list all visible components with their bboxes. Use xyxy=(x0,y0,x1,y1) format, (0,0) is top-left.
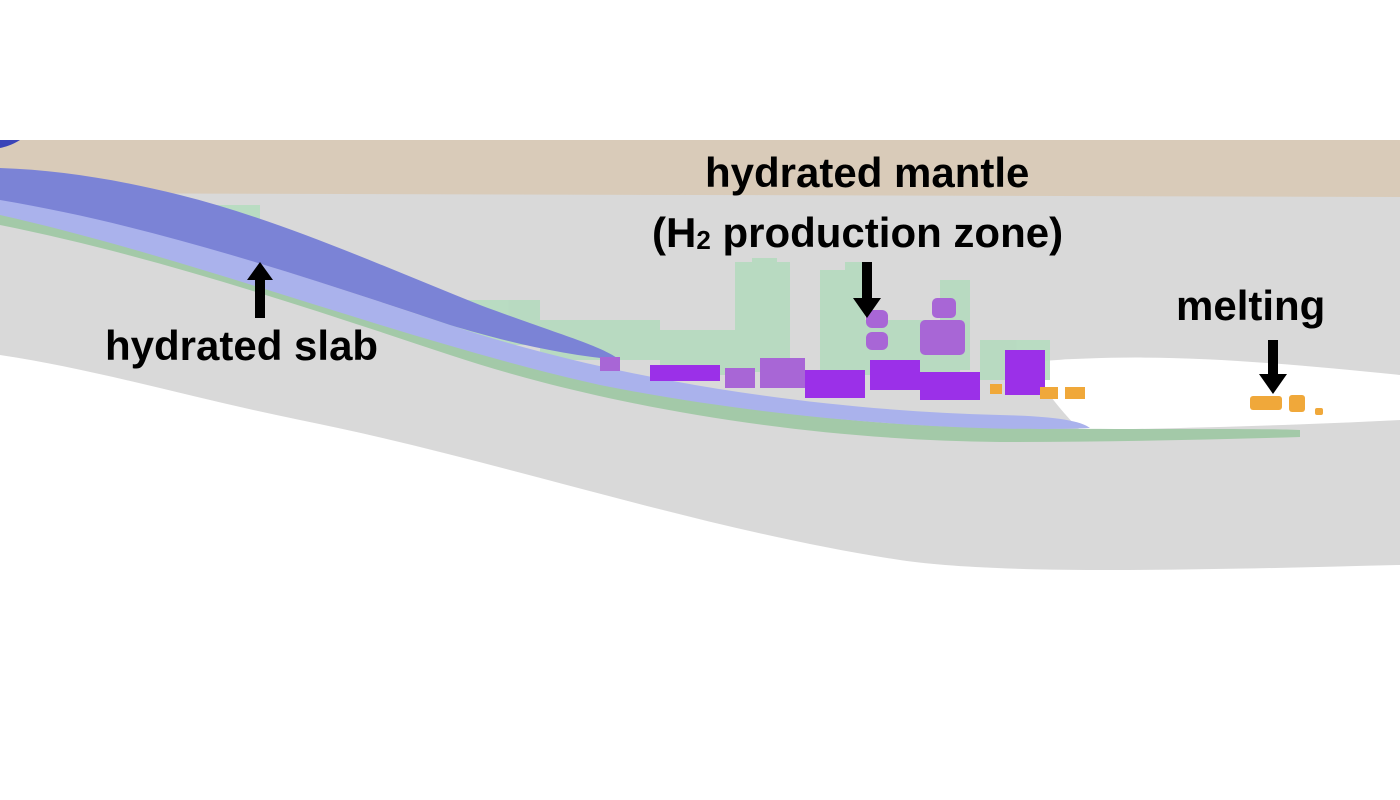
slab-tip xyxy=(0,140,20,148)
h2-subscript: 2 xyxy=(696,225,711,255)
melting-label: melting xyxy=(1176,282,1326,329)
hydrated-mantle-line1: hydrated mantle xyxy=(705,149,1030,196)
melting-zone xyxy=(990,384,1323,415)
arrow-down-icon xyxy=(1259,340,1287,394)
h2-suffix: production zone) xyxy=(710,209,1064,256)
arrow-up-icon xyxy=(247,262,273,318)
crust-layer xyxy=(0,140,1400,197)
h2-production-zone-label: (H2 production zone) xyxy=(652,212,1063,254)
hydrated-slab-label: hydrated slab xyxy=(105,322,379,369)
slab-base-stripe xyxy=(0,210,1300,442)
h2-prefix: (H xyxy=(652,209,697,256)
arrow-down-icon xyxy=(853,262,881,318)
mantle-wedge-white xyxy=(1030,357,1400,430)
hydrated-mantle-label: hydrated mantle xyxy=(705,152,1029,194)
h2-production-zone xyxy=(600,298,1045,400)
hydrated-slab-dark xyxy=(0,168,620,360)
